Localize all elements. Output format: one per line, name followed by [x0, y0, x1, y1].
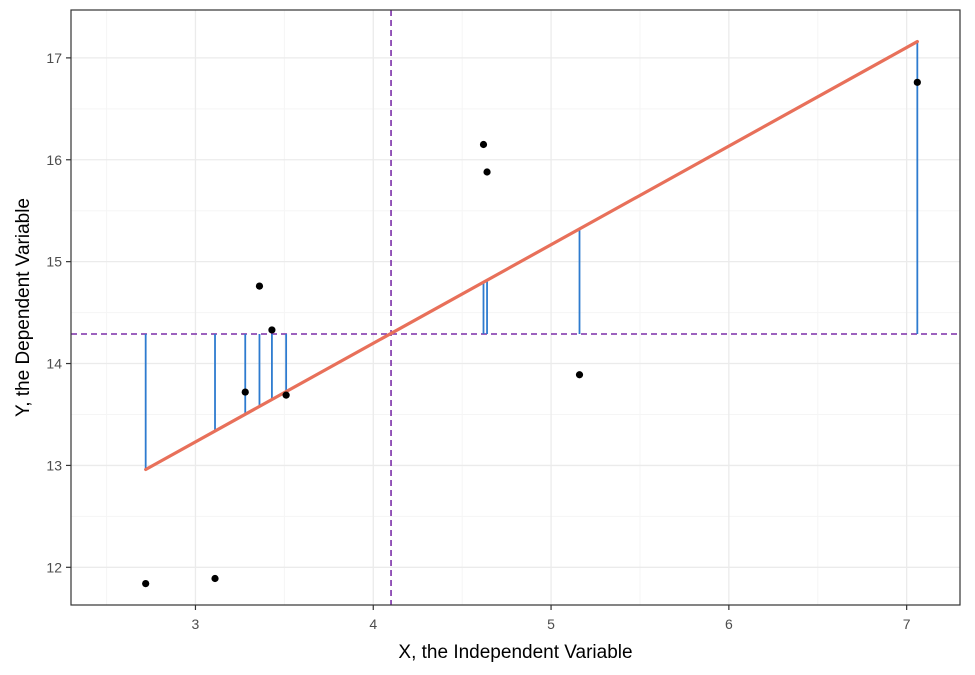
- x-tick-label: 6: [725, 616, 733, 632]
- data-point: [268, 326, 276, 334]
- y-tick-label: 17: [46, 50, 62, 66]
- grid-minor: [71, 10, 960, 605]
- data-point: [241, 388, 249, 396]
- data-points: [142, 78, 921, 588]
- y-tick-label: 16: [46, 152, 62, 168]
- data-point: [483, 168, 491, 176]
- data-point: [913, 78, 921, 86]
- deviation-segments: [144, 41, 919, 470]
- y-tick-label: 13: [46, 457, 62, 473]
- x-tick-label: 5: [547, 616, 555, 632]
- mean-lines: [71, 10, 960, 605]
- y-tick-label: 14: [46, 356, 62, 372]
- regression-line-group: [144, 39, 919, 472]
- data-point: [211, 574, 219, 583]
- x-tick-label: 3: [192, 616, 200, 632]
- data-point: [282, 391, 290, 399]
- data-point: [479, 140, 488, 149]
- regression-line: [144, 39, 919, 472]
- y-axis-title: Y, the Dependent Variable: [13, 198, 34, 417]
- panel-border: [70, 9, 961, 606]
- x-axis-title: X, the Independent Variable: [398, 642, 632, 663]
- x-tick-label: 7: [903, 616, 911, 632]
- y-tick-label: 12: [46, 559, 62, 575]
- x-axis: 3 4 5 6 7: [192, 605, 911, 632]
- data-point: [575, 371, 584, 379]
- data-point: [255, 282, 264, 290]
- data-point: [142, 580, 150, 588]
- y-axis: 12 13 14 15 16 17: [46, 50, 71, 575]
- y-tick-label: 15: [46, 254, 62, 270]
- x-tick-label: 4: [369, 616, 377, 632]
- grid-major: [71, 10, 960, 605]
